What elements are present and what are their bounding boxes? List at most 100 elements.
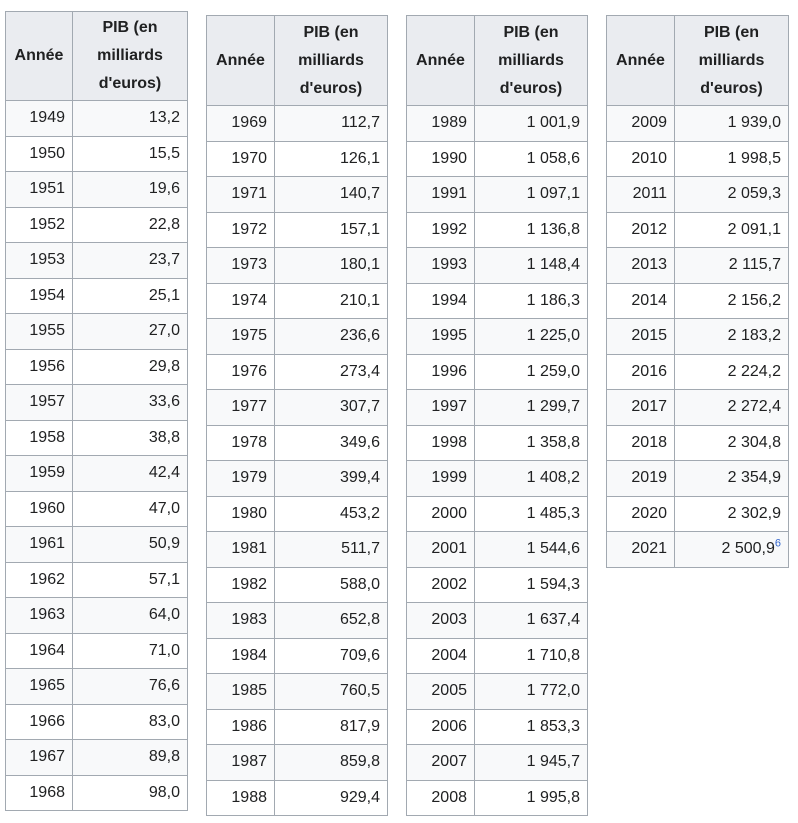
year-cell: 1994	[406, 282, 475, 319]
table-row: 2015 2 183,2	[606, 318, 789, 355]
table-row: 2014 2 156,2	[606, 282, 789, 319]
table-row: 2009 1 939,0	[606, 105, 789, 142]
table-row: 2010 1 998,5	[606, 140, 789, 177]
gdp-value: 157,1	[339, 220, 380, 238]
year-cell: 2002	[406, 566, 475, 603]
year-cell: 2015	[606, 318, 675, 355]
gdp-cell: 15,5	[72, 135, 188, 172]
gdp-cell: 1 710,8	[474, 637, 588, 674]
gdp-cell: 1 998,5	[674, 140, 789, 177]
year-cell: 1957	[5, 384, 73, 421]
table-row: 2004 1 710,8	[406, 637, 588, 674]
table-row: 1967 89,8	[5, 739, 188, 776]
table-row: 1972 157,1	[206, 211, 388, 248]
year-cell: 1959	[5, 455, 73, 492]
header-gdp: PIB (en milliards d'euros)	[274, 15, 388, 106]
gdp-table-1969-1988: Année PIB (en milliards d'euros) 1969 112…	[206, 15, 388, 816]
gdp-cell: 273,4	[274, 353, 388, 390]
year-cell: 1950	[5, 135, 73, 172]
table-row: 1978 349,6	[206, 424, 388, 461]
table-row: 1959 42,4	[5, 455, 188, 492]
year-cell: 1962	[5, 561, 73, 598]
table-body: 1949 13,2 1950 15,5 1951 19,6 1952 22,8 1953 23,7…	[5, 100, 188, 811]
year-cell: 1976	[206, 353, 275, 390]
gdp-value: 2 224,2	[727, 362, 781, 380]
table-row: 1984 709,6	[206, 637, 388, 674]
year-cell: 1973	[206, 247, 275, 284]
table-row: 2007 1 945,7	[406, 744, 588, 781]
table-row: 1957 33,6	[5, 384, 188, 421]
gdp-value: 349,6	[339, 433, 380, 451]
table-body: 1969 112,7 1970 126,1 1971 140,7 1972 157,1 1973…	[206, 105, 388, 816]
gdp-value: 89,8	[148, 748, 180, 766]
gdp-cell: 23,7	[72, 242, 188, 279]
gdp-cell: 1 594,3	[474, 566, 588, 603]
table-row: 1960 47,0	[5, 490, 188, 527]
year-cell: 1967	[5, 739, 73, 776]
year-cell: 1989	[406, 105, 475, 142]
table-row: 2020 2 302,9	[606, 495, 789, 532]
table-row: 1979 399,4	[206, 460, 388, 497]
year-cell: 1995	[406, 318, 475, 355]
year-cell: 2017	[606, 389, 675, 426]
reference-link[interactable]: 6	[774, 537, 781, 550]
gdp-value: 23,7	[148, 251, 180, 269]
year-cell: 1955	[5, 313, 73, 350]
table-row: 1968 98,0	[5, 774, 188, 811]
header-row: Année PIB (en milliards d'euros)	[406, 15, 588, 106]
gdp-cell: 27,0	[72, 313, 188, 350]
header-gdp: PIB (en milliards d'euros)	[474, 15, 588, 106]
gdp-value: 2 500,9	[721, 540, 775, 558]
gdp-value: 929,4	[339, 788, 380, 806]
table-row: 1953 23,7	[5, 242, 188, 279]
table-row: 1990 1 058,6	[406, 140, 588, 177]
gdp-value: 1 225,0	[526, 327, 580, 345]
year-cell: 2007	[406, 744, 475, 781]
year-cell: 1968	[5, 774, 73, 811]
table-row: 2021 2 500,96	[606, 531, 789, 568]
gdp-cell: 2 302,9	[674, 495, 789, 532]
year-cell: 1991	[406, 176, 475, 213]
table-row: 1964 71,0	[5, 632, 188, 669]
gdp-value: 71,0	[148, 641, 180, 659]
gdp-value: 25,1	[148, 286, 180, 304]
year-cell: 2013	[606, 247, 675, 284]
gdp-cell: 1 259,0	[474, 353, 588, 390]
gdp-cell: 126,1	[274, 140, 388, 177]
gdp-value: 760,5	[339, 682, 380, 700]
table-row: 1988 929,4	[206, 779, 388, 816]
gdp-cell: 2 115,7	[674, 247, 789, 284]
year-cell: 1993	[406, 247, 475, 284]
gdp-cell: 307,7	[274, 389, 388, 426]
table-row: 1975 236,6	[206, 318, 388, 355]
year-cell: 2011	[606, 176, 675, 213]
gdp-cell: 1 945,7	[474, 744, 588, 781]
gdp-value: 1 136,8	[526, 220, 580, 238]
year-cell: 1987	[206, 744, 275, 781]
gdp-cell: 1 299,7	[474, 389, 588, 426]
table-row: 1974 210,1	[206, 282, 388, 319]
gdp-cell: 112,7	[274, 105, 388, 142]
gdp-value: 1 001,9	[526, 114, 580, 132]
table-row: 1951 19,6	[5, 171, 188, 208]
table-row: 2017 2 272,4	[606, 389, 789, 426]
gdp-cell: 2 272,4	[674, 389, 789, 426]
header-row: Année PIB (en milliards d'euros)	[206, 15, 388, 106]
gdp-cell: 42,4	[72, 455, 188, 492]
year-cell: 2016	[606, 353, 675, 390]
year-cell: 1983	[206, 602, 275, 639]
gdp-value: 1 998,5	[727, 149, 781, 167]
gdp-value: 76,6	[148, 677, 180, 695]
year-cell: 1960	[5, 490, 73, 527]
gdp-cell: 1 853,3	[474, 708, 588, 745]
gdp-cell: 929,4	[274, 779, 388, 816]
year-cell: 2012	[606, 211, 675, 248]
year-cell: 2014	[606, 282, 675, 319]
header-gdp: PIB (en milliards d'euros)	[674, 15, 789, 106]
table-row: 1973 180,1	[206, 247, 388, 284]
gdp-value: 126,1	[339, 149, 380, 167]
gdp-cell: 760,5	[274, 673, 388, 710]
year-cell: 1974	[206, 282, 275, 319]
gdp-cell: 652,8	[274, 602, 388, 639]
year-cell: 2021	[606, 531, 675, 568]
